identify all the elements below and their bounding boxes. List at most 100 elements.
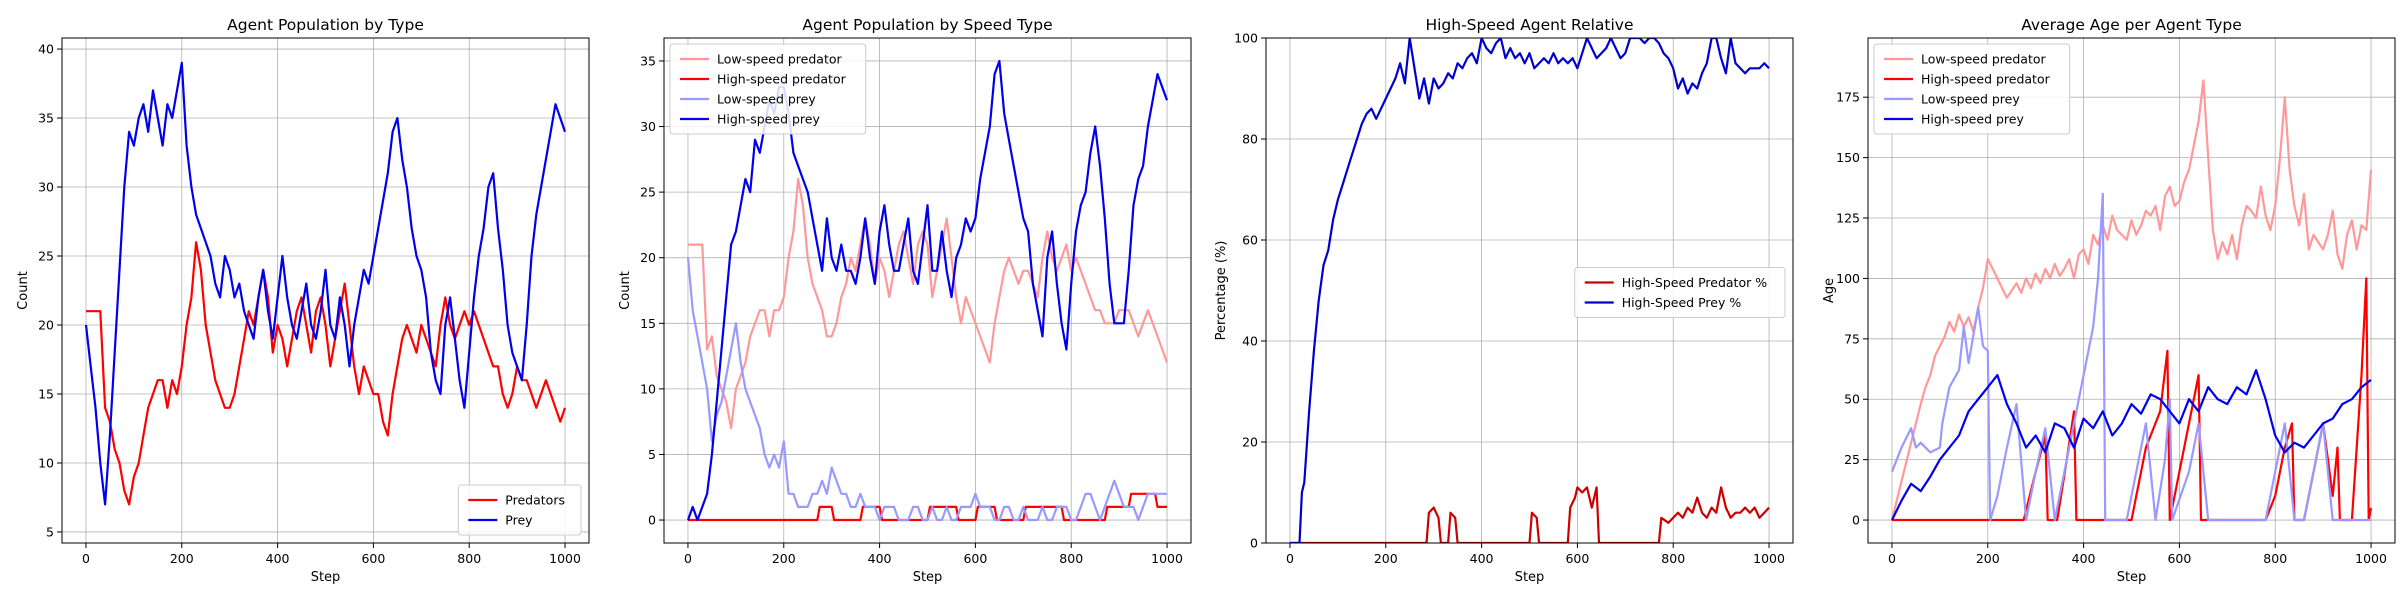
series-line-high-speed-prey <box>1290 38 1770 543</box>
y-tick-label: 5 <box>46 524 54 539</box>
series-line-low-speed-predator <box>1890 79 2373 521</box>
x-tick-label: 1000 <box>1753 551 1785 566</box>
series-line-predators <box>86 241 567 506</box>
x-tick-label: 0 <box>82 551 90 566</box>
y-tick-label: 40 <box>38 42 54 57</box>
x-tick-label: 800 <box>457 551 481 566</box>
legend-label: High-speed prey <box>717 112 820 127</box>
legend-label: High-Speed Predator % <box>1622 275 1768 290</box>
y-tick-label: 10 <box>38 455 54 470</box>
legend-box <box>1574 267 1786 318</box>
x-tick-label: 600 <box>361 551 385 566</box>
chart-title: High-Speed Agent Relative <box>1425 16 1633 34</box>
y-tick-label: 100 <box>1836 271 1860 286</box>
x-tick-label: 800 <box>1059 551 1083 566</box>
chart-title: Agent Population by Type <box>227 16 424 34</box>
x-tick-label: 0 <box>684 551 692 566</box>
series-line-high-speed-predator <box>1290 486 1770 543</box>
y-axis-label: Count <box>618 271 633 310</box>
series-line-low-speed-predator <box>688 177 1169 430</box>
legend-label: Predators <box>505 493 565 508</box>
x-tick-label: 200 <box>1976 551 2000 566</box>
x-axis-label: Step <box>2117 570 2147 585</box>
y-tick-label: 15 <box>38 386 54 401</box>
x-tick-label: 0 <box>1286 551 1294 566</box>
x-tick-label: 800 <box>1661 551 1685 566</box>
series-line-low-speed-prey <box>686 257 1167 522</box>
y-tick-label: 25 <box>38 249 54 264</box>
y-axis-label: Percentage (%) <box>1214 241 1229 341</box>
plot-frame <box>663 37 1192 544</box>
legend: Low-speed predator High-speed predator Low… <box>669 43 867 135</box>
y-tick-label: 0 <box>1852 513 1860 528</box>
y-axis-label: Count <box>16 271 31 310</box>
y-tick-label: 175 <box>1836 90 1860 105</box>
chart-panel-3: 0 200 400 600 800 1000 0 20 40 60 80 100 High-Speed … <box>1214 16 1794 585</box>
plot-frame <box>1265 37 1794 544</box>
x-tick-label: 600 <box>963 551 987 566</box>
x-tick-label: 400 <box>266 551 290 566</box>
chart-panel-1: 0 200 400 600 800 1000 5 10 15 20 25 30 35 40 Agent Po… <box>16 16 590 585</box>
x-tick-label: 400 <box>868 551 892 566</box>
x-axis-label: Step <box>1515 570 1545 585</box>
x-tick-label: 0 <box>1888 551 1896 566</box>
legend-label: High-speed prey <box>1921 112 2024 127</box>
x-axis-label: Step <box>311 570 341 585</box>
x-axis-label: Step <box>913 570 943 585</box>
x-tick-label: 800 <box>2263 551 2287 566</box>
x-tick-label: 1000 <box>549 551 581 566</box>
legend-box <box>669 43 867 135</box>
y-tick-label: 5 <box>648 447 656 462</box>
legend-label: Prey <box>505 513 533 528</box>
y-tick-label: 30 <box>640 119 656 134</box>
x-tick-label: 1000 <box>2355 551 2387 566</box>
legend-label: Low-speed prey <box>1921 92 2020 107</box>
y-tick-label: 25 <box>1844 452 1860 467</box>
y-tick-label: 80 <box>1242 132 1258 147</box>
x-tick-label: 600 <box>1565 551 1589 566</box>
y-tick-label: 20 <box>38 317 54 332</box>
x-tick-label: 1000 <box>1151 551 1183 566</box>
legend-label: High-Speed Prey % <box>1622 295 1742 310</box>
x-tick-label: 400 <box>1470 551 1494 566</box>
y-tick-label: 10 <box>640 381 656 396</box>
legend: Predators Prey <box>457 484 582 536</box>
series-group <box>1290 38 1770 543</box>
y-tick-label: 40 <box>1242 334 1258 349</box>
y-tick-label: 125 <box>1836 211 1860 226</box>
y-tick-label: 20 <box>640 250 656 265</box>
legend-label: Low-speed predator <box>717 52 842 67</box>
y-tick-label: 35 <box>38 111 54 126</box>
x-tick-label: 200 <box>170 551 194 566</box>
y-tick-label: 60 <box>1242 233 1258 248</box>
x-tick-label: 400 <box>2072 551 2096 566</box>
legend-box <box>1873 43 2071 135</box>
y-tick-label: 25 <box>640 185 656 200</box>
series-line-low-speed-prey <box>1890 192 2371 522</box>
chart-title: Average Age per Agent Type <box>2021 16 2242 34</box>
y-tick-label: 30 <box>38 180 54 195</box>
y-tick-label: 50 <box>1844 392 1860 407</box>
plot-frame <box>61 37 590 544</box>
legend-label: High-speed predator <box>1921 72 2051 87</box>
legend-label: Low-speed predator <box>1921 52 2046 67</box>
y-tick-label: 150 <box>1836 150 1860 165</box>
series-group <box>84 61 567 506</box>
legend: High-Speed Predator % High-Speed Prey % <box>1574 267 1786 318</box>
chart-panel-4: 0 200 400 600 800 1000 0 25 50 75 100 125 150 175 Aver… <box>1822 16 2396 585</box>
y-tick-label: 20 <box>1242 435 1258 450</box>
chart-title: Agent Population by Speed Type <box>802 16 1052 34</box>
x-tick-label: 200 <box>1374 551 1398 566</box>
legend: Low-speed predator High-speed predator Low… <box>1873 43 2071 135</box>
legend-label: High-speed predator <box>717 72 847 87</box>
series-line-high-speed-predator <box>688 492 1167 522</box>
series-line-high-speed-prey <box>1891 369 2372 521</box>
legend-label: Low-speed prey <box>717 92 816 107</box>
y-tick-label: 15 <box>640 316 656 331</box>
y-tick-label: 0 <box>648 513 656 528</box>
y-tick-label: 0 <box>1250 536 1258 551</box>
y-axis-label: Age <box>1822 278 1837 303</box>
series-group <box>1890 79 2373 522</box>
